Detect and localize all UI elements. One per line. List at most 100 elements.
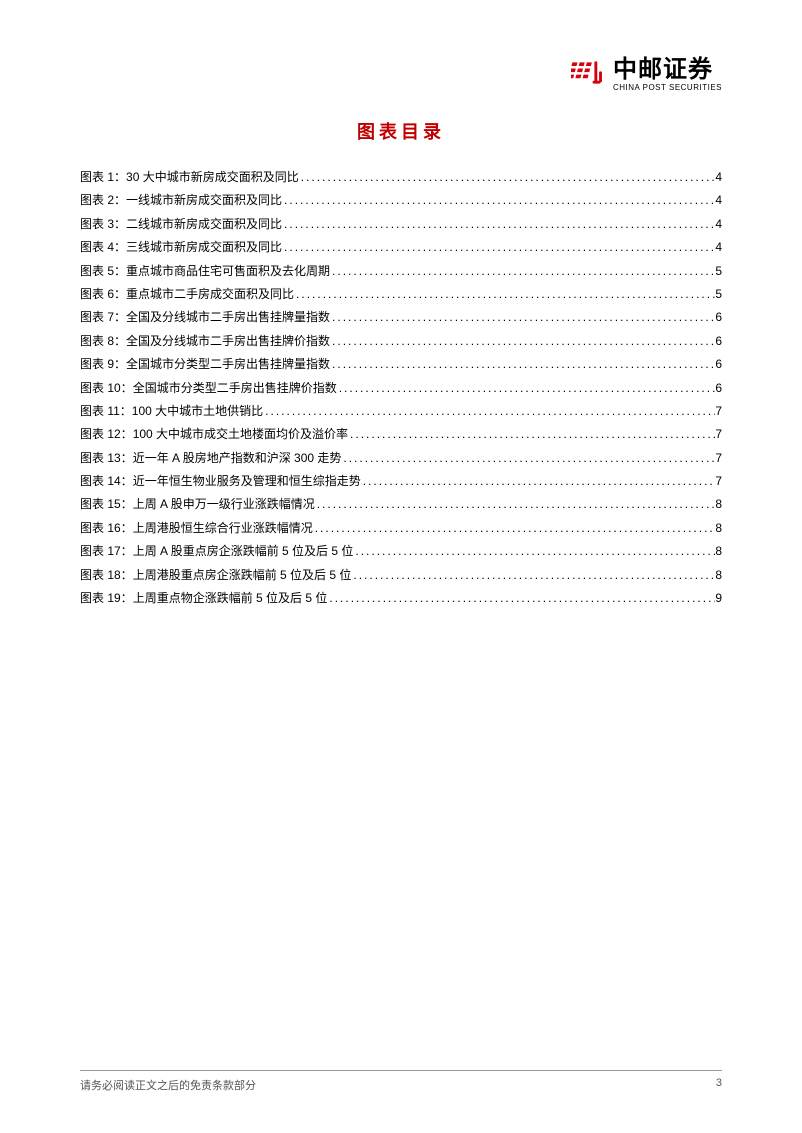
brand-text: 中邮证券 CHINA POST SECURITIES	[613, 58, 722, 92]
toc-leader-dots	[351, 564, 715, 587]
toc-page-number: 6	[715, 306, 722, 329]
footer-page-number: 3	[716, 1077, 722, 1093]
toc-label: 图表 14：	[80, 470, 133, 493]
toc-page-number: 7	[715, 423, 722, 446]
toc-page-number: 6	[715, 377, 722, 400]
toc-label: 图表 3：	[80, 213, 126, 236]
toc-leader-dots	[330, 353, 715, 376]
toc-description: 100 大中城市成交土地楼面均价及溢价率	[133, 423, 348, 446]
toc-page-number: 7	[715, 470, 722, 493]
toc-label: 图表 6：	[80, 283, 126, 306]
toc-row: 图表 14：近一年恒生物业服务及管理和恒生综指走势 7	[80, 470, 722, 493]
toc-page-number: 7	[715, 400, 722, 423]
toc-page-number: 4	[715, 213, 722, 236]
toc-description: 三线城市新房成交面积及同比	[126, 236, 282, 259]
toc-label: 图表 13：	[80, 447, 133, 470]
toc-label: 图表 12：	[80, 423, 133, 446]
toc-page-number: 8	[715, 517, 722, 540]
toc-page-number: 8	[715, 493, 722, 516]
toc-page-number: 6	[715, 330, 722, 353]
toc-row: 图表 18：上周港股重点房企涨跌幅前 5 位及后 5 位8	[80, 564, 722, 587]
toc-leader-dots	[341, 447, 715, 470]
toc-row: 图表 7：全国及分线城市二手房出售挂牌量指数 6	[80, 306, 722, 329]
toc-leader-dots	[282, 189, 715, 212]
toc-row: 图表 12：100 大中城市成交土地楼面均价及溢价率 7	[80, 423, 722, 446]
toc-description: 近一年 A 股房地产指数和沪深 300 走势	[133, 447, 342, 470]
toc-description: 100 大中城市土地供销比	[132, 400, 263, 423]
toc-leader-dots	[353, 540, 715, 563]
toc-leader-dots	[315, 493, 716, 516]
toc-description: 30 大中城市新房成交面积及同比	[126, 166, 299, 189]
toc-page-number: 6	[715, 353, 722, 376]
toc-page-number: 4	[715, 166, 722, 189]
toc-description: 二线城市新房成交面积及同比	[126, 213, 282, 236]
toc-label: 图表 17：	[80, 540, 133, 563]
toc-row: 图表 15：上周 A 股申万一级行业涨跌幅情况 8	[80, 493, 722, 516]
toc-description: 上周重点物企涨跌幅前 5 位及后 5 位	[133, 587, 328, 610]
toc-label: 图表 9：	[80, 353, 126, 376]
brand-name-cn: 中邮证券	[613, 58, 722, 82]
toc-row: 图表 19：上周重点物企涨跌幅前 5 位及后 5 位 9	[80, 587, 722, 610]
toc-row: 图表 1：30 大中城市新房成交面积及同比4	[80, 166, 722, 189]
toc-row: 图表 4：三线城市新房成交面积及同比 4	[80, 236, 722, 259]
toc-leader-dots	[299, 166, 716, 189]
toc-page-number: 8	[715, 540, 722, 563]
toc-label: 图表 7：	[80, 306, 126, 329]
toc-row: 图表 17：上周 A 股重点房企涨跌幅前 5 位及后 5 位 8	[80, 540, 722, 563]
page-title: 图表目录	[80, 118, 722, 144]
toc-leader-dots	[313, 517, 716, 540]
toc-label: 图表 15：	[80, 493, 133, 516]
toc-description: 近一年恒生物业服务及管理和恒生综指走势	[133, 470, 361, 493]
toc-leader-dots	[282, 213, 715, 236]
toc-label: 图表 19：	[80, 587, 133, 610]
toc-label: 图表 10：	[80, 377, 133, 400]
toc-leader-dots	[263, 400, 715, 423]
toc-description: 上周港股重点房企涨跌幅前 5 位及后 5 位	[133, 564, 352, 587]
toc-label: 图表 4：	[80, 236, 126, 259]
footer-disclaimer: 请务必阅读正文之后的免责条款部分	[80, 1077, 256, 1093]
toc-description: 上周港股恒生综合行业涨跌幅情况	[133, 517, 313, 540]
toc-page-number: 4	[715, 189, 722, 212]
toc-leader-dots	[282, 236, 715, 259]
toc-row: 图表 9：全国城市分类型二手房出售挂牌量指数 6	[80, 353, 722, 376]
china-post-logo-icon	[571, 57, 607, 93]
toc-label: 图表 11：	[80, 400, 132, 423]
toc-leader-dots	[294, 283, 715, 306]
toc-page-number: 7	[715, 447, 722, 470]
table-of-contents: 图表 1：30 大中城市新房成交面积及同比4图表 2：一线城市新房成交面积及同比…	[80, 166, 722, 610]
toc-description: 一线城市新房成交面积及同比	[126, 189, 282, 212]
brand-name-en: CHINA POST SECURITIES	[613, 84, 722, 92]
toc-description: 重点城市二手房成交面积及同比	[126, 283, 294, 306]
toc-page-number: 9	[715, 587, 722, 610]
toc-label: 图表 8：	[80, 330, 126, 353]
toc-page-number: 4	[715, 236, 722, 259]
toc-row: 图表 13：近一年 A 股房地产指数和沪深 300 走势 7	[80, 447, 722, 470]
toc-description: 重点城市商品住宅可售面积及去化周期	[126, 260, 330, 283]
toc-description: 上周 A 股申万一级行业涨跌幅情况	[133, 493, 315, 516]
toc-description: 全国及分线城市二手房出售挂牌价指数	[126, 330, 330, 353]
toc-page-number: 5	[715, 260, 722, 283]
toc-label: 图表 5：	[80, 260, 126, 283]
toc-description: 全国及分线城市二手房出售挂牌量指数	[126, 306, 330, 329]
toc-row: 图表 8：全国及分线城市二手房出售挂牌价指数 6	[80, 330, 722, 353]
brand-logo: 中邮证券 CHINA POST SECURITIES	[571, 57, 722, 93]
toc-leader-dots	[330, 260, 715, 283]
toc-row: 图表 6：重点城市二手房成交面积及同比 5	[80, 283, 722, 306]
toc-leader-dots	[348, 423, 715, 446]
page-footer: 请务必阅读正文之后的免责条款部分 3	[80, 1070, 722, 1093]
toc-row: 图表 16：上周港股恒生综合行业涨跌幅情况 8	[80, 517, 722, 540]
toc-leader-dots	[330, 330, 715, 353]
toc-page-number: 5	[715, 283, 722, 306]
toc-label: 图表 18：	[80, 564, 133, 587]
toc-label: 图表 16：	[80, 517, 133, 540]
toc-leader-dots	[330, 306, 715, 329]
toc-leader-dots	[337, 377, 716, 400]
toc-description: 上周 A 股重点房企涨跌幅前 5 位及后 5 位	[133, 540, 354, 563]
toc-row: 图表 2：一线城市新房成交面积及同比4	[80, 189, 722, 212]
toc-description: 全国城市分类型二手房出售挂牌量指数	[126, 353, 330, 376]
page-header: 中邮证券 CHINA POST SECURITIES	[80, 50, 722, 100]
toc-row: 图表 5：重点城市商品住宅可售面积及去化周期 5	[80, 260, 722, 283]
toc-description: 全国城市分类型二手房出售挂牌价指数	[133, 377, 337, 400]
toc-row: 图表 10：全国城市分类型二手房出售挂牌价指数 6	[80, 377, 722, 400]
toc-leader-dots	[361, 470, 716, 493]
